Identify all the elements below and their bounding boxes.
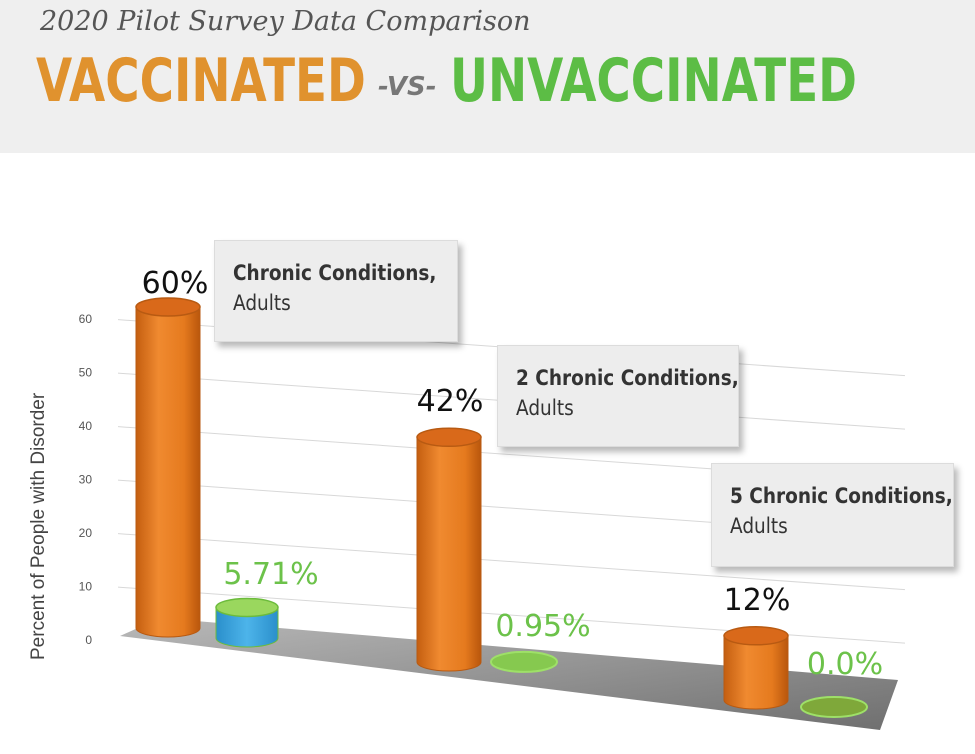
category-callout-2: 2 Chronic Conditions, Adults bbox=[497, 345, 739, 447]
header-banner: 2020 Pilot Survey Data Comparison VACCIN… bbox=[0, 0, 975, 153]
category-callout-3: 5 Chronic Conditions, Adults bbox=[711, 463, 954, 567]
gridline bbox=[117, 533, 906, 591]
y-tick-label: 40 bbox=[79, 419, 93, 433]
vaccinated-bar bbox=[135, 297, 201, 638]
title-vaccinated: VACCINATED bbox=[36, 46, 366, 116]
category-callout-1: Chronic Conditions, Adults bbox=[214, 240, 458, 342]
vaccinated-data-label: 60% bbox=[142, 266, 209, 301]
category-label-1-line1: Chronic Conditions, bbox=[233, 261, 437, 285]
y-tick-label: 20 bbox=[79, 526, 93, 540]
unvaccinated-bar bbox=[215, 597, 279, 648]
category-label-2-line1: 2 Chronic Conditions, bbox=[516, 366, 739, 390]
y-tick-label: 30 bbox=[79, 472, 93, 486]
title-vs: -VS- bbox=[378, 72, 437, 102]
chart-area: 0 10 20 30 40 50 60 60% 5.71% 42% 0.95% 12% 0.0% bbox=[79, 266, 906, 730]
category-label-3-line1: 5 Chronic Conditions, bbox=[730, 484, 953, 508]
unvaccinated-data-label: 0.0% bbox=[807, 647, 883, 682]
vaccinated-bar bbox=[416, 427, 482, 672]
chart-subtitle: 2020 Pilot Survey Data Comparison bbox=[40, 6, 531, 37]
chart-floor bbox=[120, 618, 898, 730]
y-tick-label: 10 bbox=[79, 579, 93, 593]
y-tick-label: 50 bbox=[79, 365, 93, 379]
unvaccinated-data-label: 0.95% bbox=[495, 609, 590, 644]
vaccinated-bar bbox=[723, 626, 789, 710]
y-tick-label: 0 bbox=[85, 633, 92, 647]
category-label-1-line2: Adults bbox=[233, 291, 291, 315]
unvaccinated-data-label: 5.71% bbox=[223, 557, 318, 592]
unvaccinated-bar bbox=[800, 696, 868, 718]
chart-title: VACCINATED -VS- UNVACCINATED bbox=[36, 46, 857, 116]
vaccinated-data-label: 12% bbox=[724, 583, 791, 618]
unvaccinated-bar bbox=[490, 650, 558, 673]
vaccinated-data-label: 42% bbox=[417, 384, 484, 419]
category-label-2-line2: Adults bbox=[516, 396, 574, 420]
category-label-3-line2: Adults bbox=[730, 514, 788, 538]
y-axis-label: Percent of People with Disorder bbox=[28, 392, 49, 660]
y-tick-label: 60 bbox=[79, 312, 93, 326]
title-unvaccinated: UNVACCINATED bbox=[450, 46, 858, 116]
